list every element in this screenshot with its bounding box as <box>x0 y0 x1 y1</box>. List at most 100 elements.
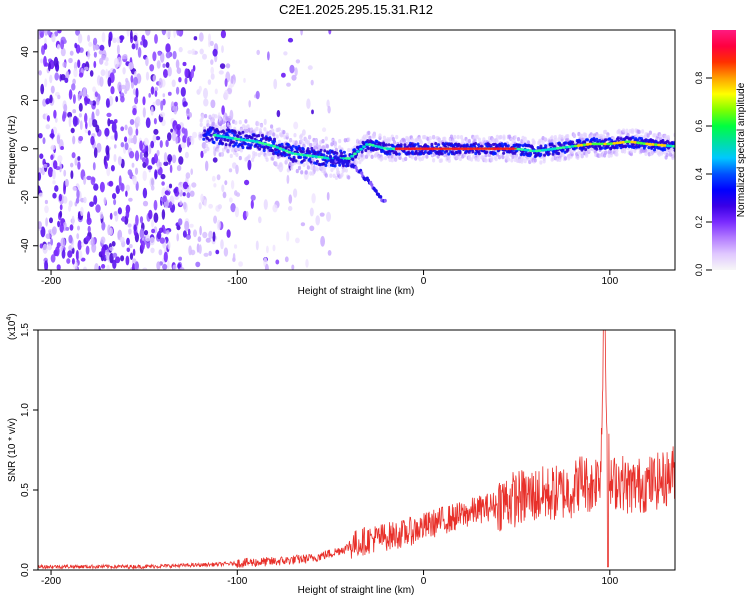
spectrogram-noise-cell <box>59 210 63 218</box>
spectrogram-noise-cell <box>289 64 295 74</box>
x-tick-label: -100 <box>227 276 247 287</box>
spectrogram-noise-cell <box>78 135 84 142</box>
spectrogram-noise-cell <box>302 129 306 136</box>
spectrogram-ridge-cell <box>529 152 533 156</box>
spectrogram-noise-cell <box>167 66 172 77</box>
spectrogram-noise-cell <box>44 30 49 36</box>
spectrogram-core-cell <box>582 143 587 147</box>
spectrogram-noise-cell <box>59 204 63 211</box>
spectrogram-halo-cell <box>234 120 238 125</box>
snr-panel: -200 -100 0 100 0.0 0.5 1.0 1.5 Height of strai… <box>6 313 676 596</box>
x-tick-label: 100 <box>601 276 618 287</box>
spectrogram-noise-cell <box>156 149 160 157</box>
spectrogram-core-cell <box>648 142 652 146</box>
spectrogram-noise-cell <box>173 30 176 38</box>
spectrogram-halo-cell <box>258 128 262 133</box>
spectrogram-core-cell <box>269 144 274 148</box>
spectrogram-ridge-cell <box>384 143 388 147</box>
spectrogram-noise-cell <box>129 151 135 159</box>
spectrogram-noise-cell <box>189 190 195 197</box>
spectrogram-halo-cell <box>550 135 554 140</box>
spectrogram-halo-cell <box>228 124 232 130</box>
spectrogram-core-cell <box>654 143 658 147</box>
spectrogram-noise-cell <box>215 249 220 255</box>
spectrogram-noise-cell <box>101 246 106 257</box>
spectrogram-halo-cell <box>289 138 293 143</box>
spectrogram-core-cell <box>618 141 623 145</box>
spectrogram-noise-cell <box>39 243 43 249</box>
spectrogram-branch-cell <box>370 183 374 187</box>
spectrogram-noise-cell <box>171 130 177 142</box>
spectrogram-halo-cell <box>414 156 418 161</box>
spectrogram-ridge-cell <box>477 152 481 156</box>
spectrogram-noise-cell <box>93 147 98 159</box>
spectrogram-halo-cell <box>576 155 580 160</box>
spectrogram-halo-cell <box>330 167 334 173</box>
spectrogram-noise-cell <box>137 47 142 58</box>
spectrogram-ridge-cell <box>292 157 296 161</box>
spectrogram-noise-cell <box>54 117 58 123</box>
spectrogram-noise-cell <box>87 34 91 42</box>
spectrogram-ridge-cell <box>399 143 403 147</box>
spectrogram-halo-cell <box>511 154 515 159</box>
spectrogram-noise-cell <box>141 157 146 163</box>
spectrogram-noise-cell <box>131 43 136 50</box>
spectrogram-noise-cell <box>182 101 188 107</box>
spectrogram-noise-cell <box>49 94 53 104</box>
spectrogram-noise-cell <box>152 134 157 144</box>
spectrogram-halo-cell <box>666 134 670 140</box>
spectrogram-core-cell <box>657 143 661 147</box>
spectrogram-ridge-cell <box>387 143 391 147</box>
spectrogram-core-cell <box>296 152 301 156</box>
spectrogram-halo-cell <box>615 152 619 157</box>
spectrogram-noise-cell <box>80 206 84 217</box>
spectrogram-noise-cell <box>212 48 218 57</box>
spectrogram-ridge-cell <box>500 142 504 146</box>
spectrogram-noise-cell <box>211 175 216 182</box>
spectrogram-ridge-cell <box>290 147 294 152</box>
spectrogram-ridge-cell <box>301 150 305 154</box>
spectrogram-core-cell <box>239 138 244 142</box>
spectrogram-noise-cell <box>139 238 143 244</box>
spectrogram-halo-cell <box>580 154 584 159</box>
y-tick-label: -20 <box>20 190 31 205</box>
spectrogram-noise-cell <box>42 243 48 254</box>
spectrogram-noise-cell <box>158 249 163 256</box>
spectrogram-core-cell <box>573 144 578 148</box>
spectrogram-noise-cell <box>192 65 196 72</box>
spectrogram-noise-cell <box>71 152 76 159</box>
spectrogram-core-cell <box>531 149 536 153</box>
spectrogram-noise-cell <box>83 196 87 204</box>
spectrogram-ridge-cell <box>485 150 489 154</box>
spectrogram-noise-cell <box>319 212 325 217</box>
spectrogram-noise-cell <box>145 235 151 242</box>
spectrogram-noise-cell <box>161 30 167 36</box>
spectrogram-noise-cell <box>212 157 218 163</box>
spectrogram-halo-cell <box>384 155 388 161</box>
spectrogram-branch-cell <box>354 166 358 170</box>
spectrogram-noise-cell <box>320 235 325 247</box>
spectrogram-noise-cell <box>53 160 58 170</box>
spectrogram-halo-cell <box>427 140 431 145</box>
spectrogram-noise-cell <box>150 86 155 95</box>
spectrogram-halo-cell <box>388 137 392 142</box>
spectrogram-core-cell <box>233 137 238 141</box>
spectrogram-noise-cell <box>199 48 204 55</box>
spectrogram-ridge-cell <box>539 152 543 157</box>
spectrogram-noise-cell <box>72 109 77 114</box>
spectrogram-noise-cell <box>326 211 331 222</box>
spectrogram-halo-cell <box>653 133 657 138</box>
spectrogram-noise-cell <box>205 237 211 243</box>
spectrogram-core-cell <box>391 147 396 151</box>
spectrogram-core-cell <box>600 142 605 146</box>
colorbar-tick-label: 0.8 <box>694 72 704 85</box>
spectrogram-noise-cell <box>154 169 158 180</box>
spectrogram-noise-cell <box>327 105 331 114</box>
spectrogram-halo-cell <box>259 123 264 128</box>
spectrogram-halo-cell <box>506 157 511 162</box>
spectrogram-noise-cell <box>293 121 299 130</box>
spectrogram-noise-cell <box>300 30 303 36</box>
x-tick-label: -100 <box>227 576 247 587</box>
spectrogram-noise-cell <box>119 35 125 41</box>
spectrogram-noise-cell <box>47 30 51 36</box>
